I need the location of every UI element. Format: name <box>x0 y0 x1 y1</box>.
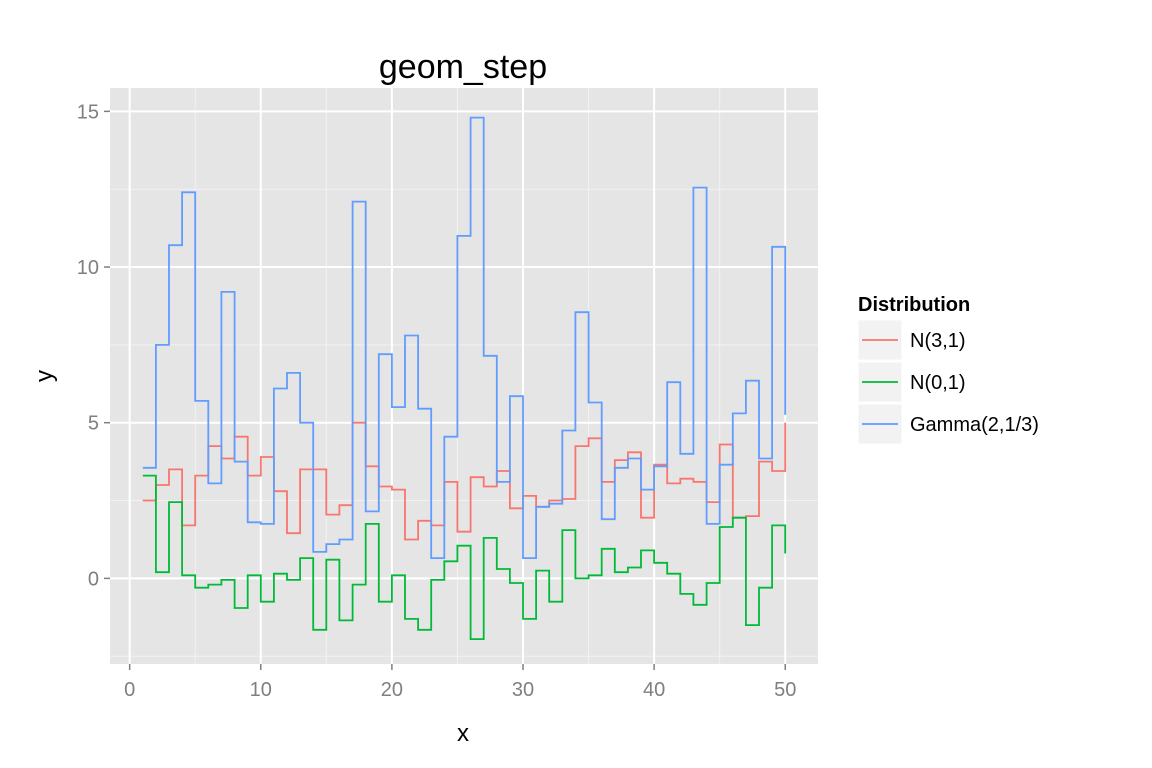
legend: Distribution N(3,1) N(0,1) Gamma(2,1/3) <box>857 294 1039 445</box>
y-axis-title: y <box>31 370 58 382</box>
legend-items: N(3,1) N(0,1) Gamma(2,1/3) <box>857 319 1039 445</box>
x-tick-label: 10 <box>250 679 272 701</box>
x-tick-label: 40 <box>643 679 665 701</box>
chart-title: geom_step <box>379 48 547 86</box>
y-axis-ticks: 0 5 10 15 <box>77 101 110 590</box>
y-tick-label: 15 <box>77 101 99 123</box>
series-line-n-3-1 <box>142 421 787 541</box>
x-axis-ticks: 0 10 20 30 40 50 <box>124 664 796 701</box>
legend-label-n-0-1: N(0,1) <box>910 372 966 394</box>
plot-panel <box>110 88 818 664</box>
y-tick-label: 5 <box>88 413 99 435</box>
series-layer <box>142 116 787 640</box>
x-tick-label: 20 <box>381 679 403 701</box>
y-tick-label: 0 <box>88 568 99 590</box>
x-tick-label: 0 <box>124 679 135 701</box>
x-axis-title: x <box>457 720 469 747</box>
legend-label-gamma-2-1-3: Gamma(2,1/3) <box>910 414 1039 436</box>
legend-label-n-3-1: N(3,1) <box>910 330 966 352</box>
legend-title: Distribution <box>858 294 970 316</box>
x-tick-label: 30 <box>512 679 534 701</box>
y-tick-label: 10 <box>77 257 99 279</box>
series-line-gamma-2-1-3 <box>142 116 787 559</box>
series-line-n-0-1 <box>142 474 787 640</box>
x-tick-label: 50 <box>774 679 796 701</box>
